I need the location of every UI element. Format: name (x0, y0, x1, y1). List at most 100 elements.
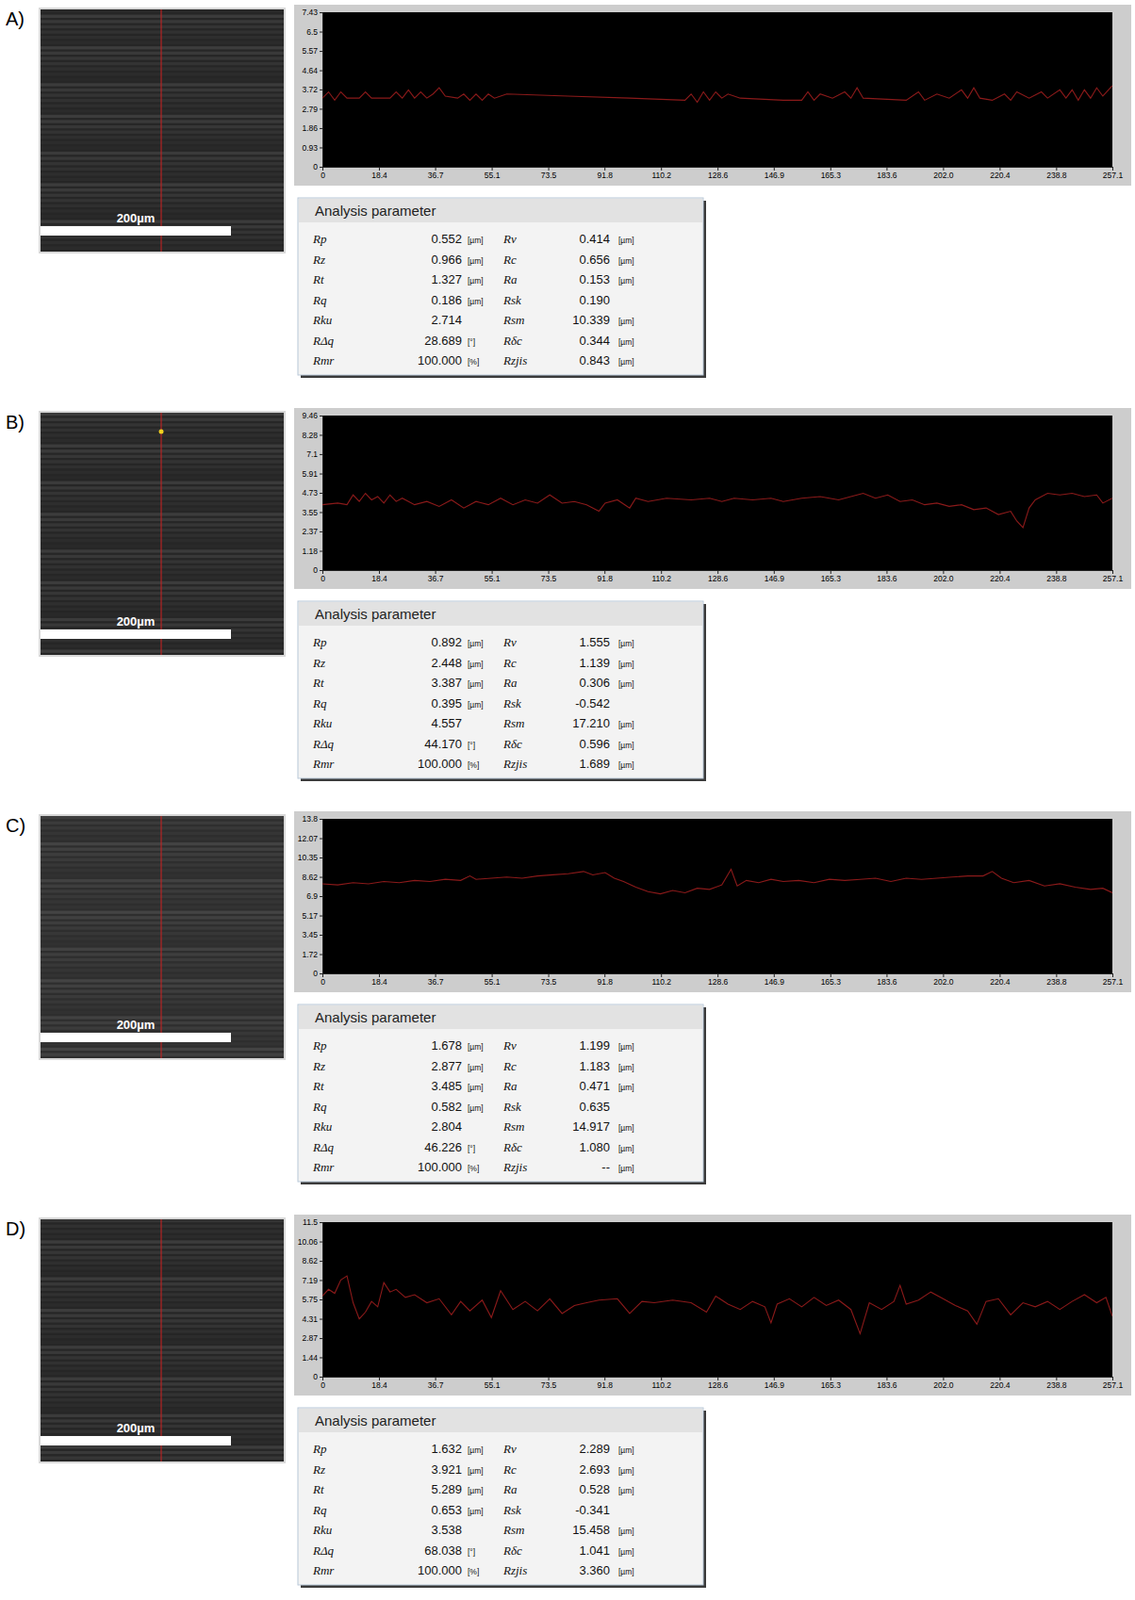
param-value: 15.458 (572, 1523, 610, 1538)
x-tick: 128.6 (707, 973, 729, 987)
texture (40, 35, 284, 39)
y-tick-mark (319, 877, 323, 879)
texture (40, 470, 284, 474)
texture (40, 942, 284, 946)
x-tick: 238.8 (1046, 166, 1068, 181)
param-name: Rv (502, 1442, 517, 1457)
param-value: 2.804 (430, 1119, 462, 1135)
texture (40, 608, 284, 611)
texture (40, 93, 284, 97)
x-tick-label: 73.5 (541, 170, 558, 181)
y-tick: 8.28 (301, 430, 323, 441)
x-tick-label: 257.1 (1102, 170, 1124, 181)
image-background (38, 411, 286, 658)
x-tick: 165.3 (821, 1377, 842, 1391)
x-tick: 0 (320, 570, 326, 584)
x-tick: 73.5 (541, 1377, 558, 1391)
param-value: 68.038 (424, 1544, 462, 1559)
y-tick-mark (319, 454, 323, 456)
texture (40, 1451, 284, 1455)
y-axis: 01.182.373.554.735.917.18.289.46 (301, 411, 323, 576)
x-tick: 257.1 (1102, 166, 1124, 181)
texture (40, 51, 284, 55)
y-tick-label: 13.8 (301, 814, 318, 824)
texture (40, 188, 284, 192)
y-tick-mark (319, 551, 323, 553)
x-tick-label: 110.2 (651, 574, 672, 584)
x-tick: 18.4 (371, 570, 388, 584)
x-tick: 110.2 (651, 570, 672, 584)
texture (40, 1335, 284, 1339)
scale-bar (40, 226, 231, 236)
x-tick: 220.4 (989, 973, 1011, 987)
texture (40, 528, 284, 532)
param-value: 100.000 (417, 353, 462, 368)
texture (40, 1409, 284, 1413)
texture (40, 1319, 284, 1323)
y-tick-label: 1.18 (301, 546, 318, 557)
y-tick-mark (319, 434, 323, 436)
texture (40, 1393, 284, 1397)
y-tick-label: 6.5 (306, 27, 318, 37)
texture (40, 246, 284, 249)
texture (40, 885, 284, 889)
y-tick-label: 5.75 (301, 1295, 318, 1305)
param-name: RΔq (312, 737, 335, 752)
param-name: Rq (312, 293, 328, 308)
x-tick-label: 91.8 (596, 1381, 613, 1391)
y-tick: 3.45 (301, 930, 323, 940)
x-tick: 165.3 (821, 973, 842, 987)
texture (40, 1042, 284, 1046)
texture (40, 1235, 284, 1239)
x-tick: 18.4 (371, 166, 388, 181)
param-name: Rp (312, 1038, 328, 1053)
texture (40, 1283, 284, 1286)
texture (40, 1388, 284, 1392)
param-name: Rc (502, 1059, 517, 1074)
texture (40, 209, 284, 213)
figure: A)200µm018.436.755.173.591.8110.2128.614… (0, 0, 1135, 1600)
param-name: Rp (312, 1442, 328, 1457)
y-tick-mark (319, 1222, 323, 1224)
param-value: 2.877 (430, 1059, 462, 1074)
texture (40, 241, 284, 245)
x-tick: 36.7 (427, 570, 445, 584)
param-value: -0.542 (575, 696, 610, 711)
y-tick-mark (319, 1261, 323, 1263)
y-tick: 6.5 (306, 27, 323, 37)
x-tick: 202.0 (933, 166, 955, 181)
y-tick-mark (319, 857, 323, 859)
param-unit: [µm] (467, 235, 484, 246)
param-unit: [µm] (618, 1527, 635, 1537)
param-unit: [µm] (618, 1123, 635, 1134)
param-value: 0.582 (430, 1100, 462, 1115)
param-unit: [µm] (467, 700, 484, 710)
texture (40, 46, 284, 50)
param-name: Rku (312, 1523, 333, 1538)
texture (40, 848, 284, 852)
param-name: Rsm (502, 1119, 525, 1135)
texture (40, 916, 284, 920)
y-tick-mark (319, 166, 323, 168)
param-unit: [µm] (467, 1446, 484, 1456)
texture (40, 235, 284, 239)
x-tick-label: 165.3 (821, 977, 842, 987)
x-tick: 91.8 (596, 973, 613, 987)
y-tick: 8.62 (301, 872, 323, 883)
texture (40, 41, 284, 45)
x-tick-label: 146.9 (764, 170, 786, 181)
scale-bar (40, 629, 231, 640)
texture (40, 135, 284, 139)
param-value: 2.448 (430, 656, 462, 671)
texture (40, 974, 284, 978)
param-name: Rmr (312, 353, 335, 368)
y-tick-label: 12.07 (297, 834, 319, 844)
param-value: 2.289 (578, 1442, 610, 1457)
texture (40, 1251, 284, 1255)
image-area (40, 816, 284, 1059)
table-box (297, 1004, 704, 1183)
texture (40, 141, 284, 145)
param-unit: [µm] (467, 296, 484, 307)
texture (40, 1362, 284, 1366)
profile-line (322, 493, 1113, 528)
